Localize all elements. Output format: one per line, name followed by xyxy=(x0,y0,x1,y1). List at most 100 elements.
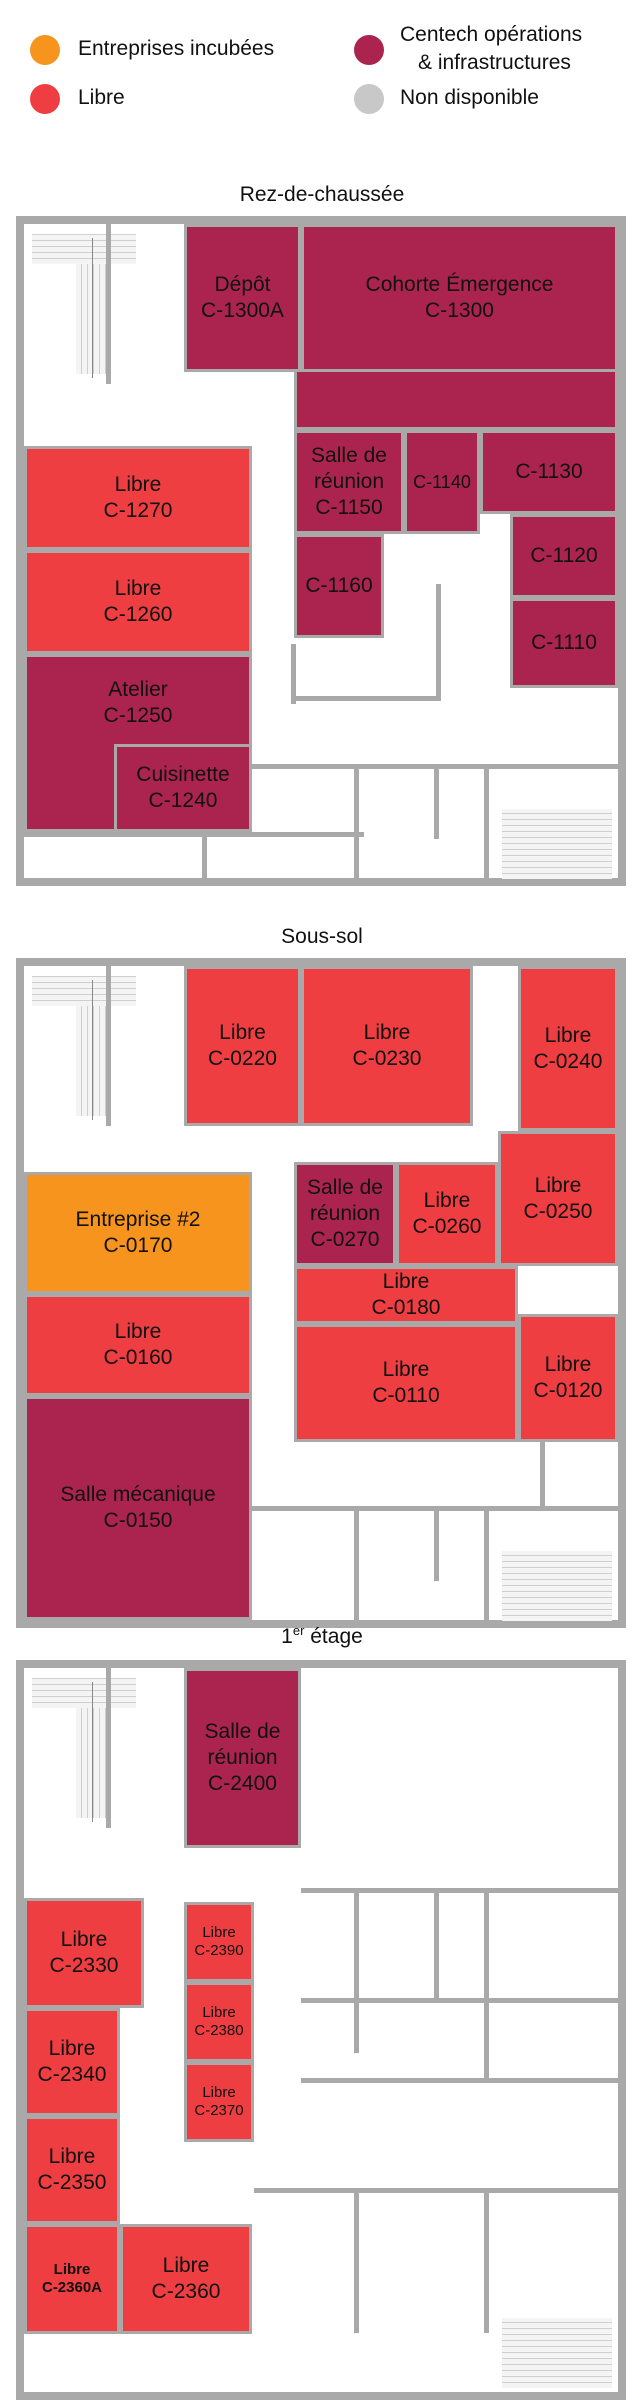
floor-title-number: 1 xyxy=(281,1625,293,1648)
floor-plan-basement: Libre C-0220 Libre C-0230 Libre C-0240 E… xyxy=(16,958,626,1628)
room-c0230[interactable]: Libre C-0230 xyxy=(301,966,473,1126)
room-code: C-0150 xyxy=(103,1509,173,1532)
room-code: C-1300 xyxy=(425,299,494,322)
room-c1260[interactable]: Libre C-1260 xyxy=(24,550,252,654)
floor-title-ground: Rez-de-chaussée xyxy=(239,183,405,206)
room-c1270[interactable]: Libre C-1270 xyxy=(24,446,252,550)
stairs-icon xyxy=(76,264,106,374)
room-name: Libre xyxy=(48,2037,96,2060)
legend-dot-centech xyxy=(354,35,384,65)
room-c0110[interactable]: Libre C-0110 xyxy=(294,1324,518,1442)
room-code: C-0230 xyxy=(352,1047,422,1070)
room-code: C-0270 xyxy=(310,1228,380,1251)
floor-title-suffix: er xyxy=(292,1623,305,1638)
room-c0120[interactable]: Libre C-0120 xyxy=(518,1314,618,1442)
room-name: Atelier xyxy=(108,678,168,701)
room-code: C-1270 xyxy=(103,499,173,522)
room-name: Libre xyxy=(363,1021,411,1044)
room-name: Libre xyxy=(534,1173,582,1197)
room-name: réunion xyxy=(309,1202,381,1225)
room-c2370[interactable]: Libre C-2370 xyxy=(184,2062,254,2142)
room-c2360[interactable]: Libre C-2360 xyxy=(120,2224,252,2334)
room-code: C-1110 xyxy=(531,631,597,654)
room-c2350[interactable]: Libre C-2350 xyxy=(24,2116,120,2224)
room-code: C-1120 xyxy=(530,544,598,567)
room-code: C-0120 xyxy=(533,1379,603,1402)
stairs-icon xyxy=(76,1006,106,1116)
floor-title-first: 1er étage xyxy=(0,1624,644,1650)
room-c0270[interactable]: Salle de réunion C-0270 xyxy=(294,1162,396,1266)
legend-label-centech-1: Centech opérations xyxy=(400,23,583,46)
room-code: C-1150 xyxy=(315,496,383,519)
room-c1110[interactable]: C-1110 xyxy=(510,598,618,688)
stairs-icon xyxy=(502,1551,612,1621)
stairs-icon xyxy=(76,1708,106,1818)
room-name: Libre xyxy=(423,1189,471,1212)
room-name: Salle de xyxy=(311,444,387,467)
room-code: C-0260 xyxy=(412,1215,482,1238)
room-c1300a[interactable]: Dépôt C-1300A xyxy=(184,224,301,372)
room-name: réunion xyxy=(207,1746,278,1769)
room-code: C-1250 xyxy=(103,704,173,727)
room-name: Libre xyxy=(202,2084,236,2101)
room-code: C-0170 xyxy=(103,1234,173,1257)
legend-label-incubated: Entreprises incubées xyxy=(78,37,275,60)
room-c2360a[interactable]: Libre C-2360A xyxy=(24,2224,120,2334)
floor-title-basement: Sous-sol xyxy=(281,925,363,948)
room-c1300[interactable]: Cohorte Émergence C-1300 xyxy=(301,224,618,372)
room-code: C-2390 xyxy=(194,1942,244,1959)
room-name: Libre xyxy=(544,1353,592,1376)
room-c0250[interactable]: Libre C-0250 xyxy=(498,1131,618,1266)
room-c1240[interactable]: Cuisinette C-1240 xyxy=(114,744,252,832)
floor-plan-ground: Dépôt C-1300A Cohorte Émergence C-1300 L… xyxy=(16,216,626,886)
room-name: Libre xyxy=(202,2004,236,2021)
room-code: C-0220 xyxy=(208,1047,277,1070)
floor-plan-first: Salle de réunion C-2400 Libre C-2330 Lib… xyxy=(16,1660,626,2400)
room-name: réunion xyxy=(313,470,385,493)
room-name: Libre xyxy=(382,1270,430,1293)
room-name: Cohorte Émergence xyxy=(365,273,554,296)
room-name: Salle mécanique xyxy=(60,1483,216,1506)
room-code: C-1300A xyxy=(201,299,284,322)
room-c0260[interactable]: Libre C-0260 xyxy=(396,1162,498,1266)
stairs-icon xyxy=(32,234,136,264)
stairs-icon xyxy=(502,809,612,879)
room-c1150[interactable]: Salle de réunion C-1150 xyxy=(294,430,404,534)
room-c0220[interactable]: Libre C-0220 xyxy=(184,966,301,1126)
room-name: Libre xyxy=(114,473,162,496)
room-code: C-0240 xyxy=(533,1049,603,1073)
room-c2380[interactable]: Libre C-2380 xyxy=(184,1982,254,2062)
room-code: C-2330 xyxy=(49,1954,119,1977)
room-code: C-2350 xyxy=(37,2171,107,2194)
floor-title-text: étage xyxy=(304,1625,363,1648)
room-c1130[interactable]: C-1130 xyxy=(480,430,618,514)
room-c0180[interactable]: Libre C-0180 xyxy=(294,1266,518,1324)
room-name: Libre xyxy=(114,1320,162,1343)
room-code: C-2400 xyxy=(208,1772,277,1795)
room-code: C-1160 xyxy=(305,574,373,597)
room-code: C-1130 xyxy=(515,460,583,483)
room-c0150[interactable]: Salle mécanique C-0150 xyxy=(24,1396,252,1620)
room-name: Libre xyxy=(48,2145,96,2168)
room-c2390[interactable]: Libre C-2390 xyxy=(184,1902,254,1982)
room-c0170[interactable]: Entreprise #2 C-0170 xyxy=(24,1172,252,1294)
legend-label-centech-2: & infrastructures xyxy=(418,51,571,74)
legend-label-free: Libre xyxy=(78,86,125,109)
room-code: C-1140 xyxy=(413,472,471,492)
room-c1160[interactable]: C-1160 xyxy=(294,534,384,638)
room-c1120[interactable]: C-1120 xyxy=(510,514,618,598)
room-code: C-2370 xyxy=(194,2102,244,2119)
stairs-icon xyxy=(32,1678,136,1708)
room-c0240[interactable]: Libre C-0240 xyxy=(518,966,618,1131)
room-c0160[interactable]: Libre C-0160 xyxy=(24,1294,252,1396)
room-name: Libre xyxy=(114,577,162,600)
room-name: Salle de xyxy=(307,1176,383,1199)
room-c2400[interactable]: Salle de réunion C-2400 xyxy=(184,1668,301,1848)
legend-dot-incubated xyxy=(30,35,60,65)
room-name: Entreprise #2 xyxy=(75,1208,201,1231)
room-c1140[interactable]: C-1140 xyxy=(404,430,480,534)
room-code: C-0250 xyxy=(523,1199,593,1223)
stairs-icon xyxy=(502,2318,612,2388)
room-c2340[interactable]: Libre C-2340 xyxy=(24,2008,120,2116)
room-c2330[interactable]: Libre C-2330 xyxy=(24,1898,144,2008)
